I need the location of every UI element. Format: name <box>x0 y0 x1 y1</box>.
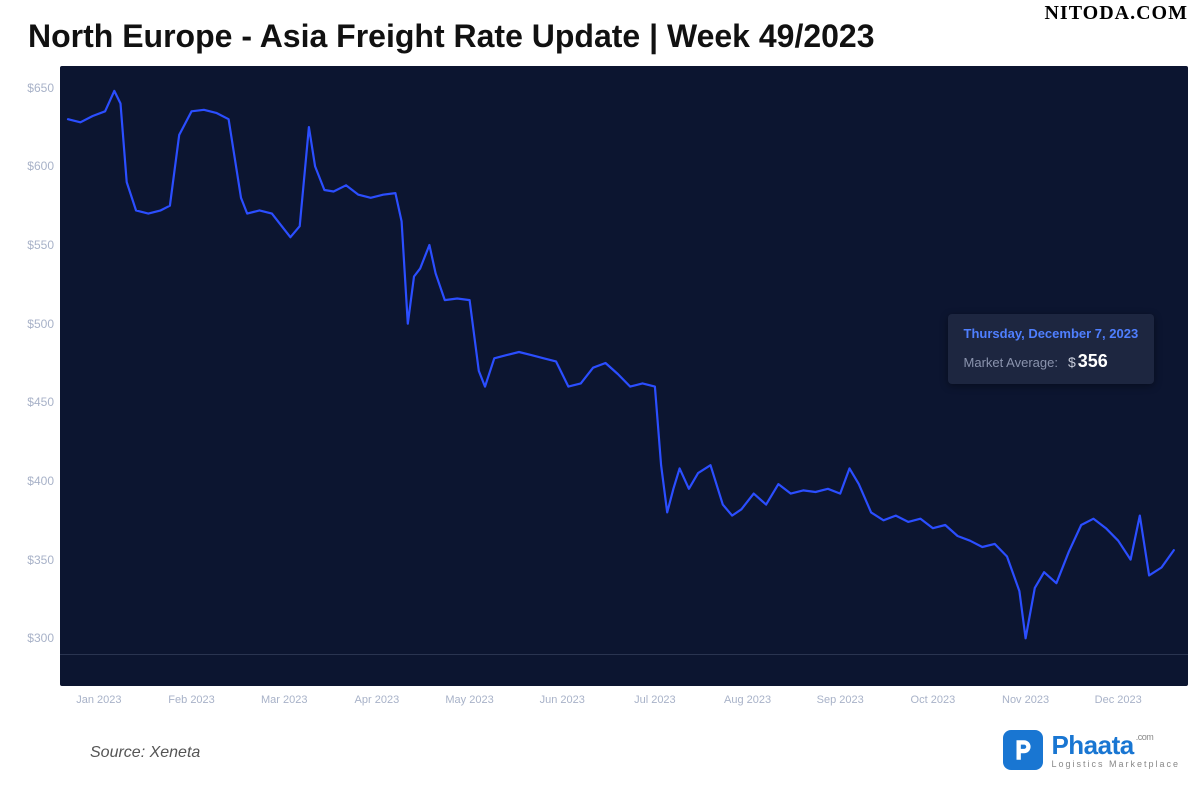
brand-tagline: Logistics Marketplace <box>1051 760 1180 769</box>
x-tick-label: May 2023 <box>445 694 493 706</box>
brand-text: Phaata.com Logistics Marketplace <box>1051 732 1180 769</box>
x-tick-label: Jun 2023 <box>540 694 585 706</box>
page-title: North Europe - Asia Freight Rate Update … <box>28 18 875 55</box>
x-tick-label: Sep 2023 <box>817 694 864 706</box>
brand-logo: Phaata.com Logistics Marketplace <box>1003 730 1180 770</box>
source-label: Source: Xeneta <box>90 744 200 762</box>
chart-plot-area: Thursday, December 7, 2023 Market Averag… <box>60 66 1188 686</box>
tooltip-value: 356 <box>1078 351 1108 371</box>
tooltip-currency: $ <box>1068 354 1076 370</box>
y-tick-label: $500 <box>27 317 54 331</box>
brand-suffix: .com <box>1136 732 1154 742</box>
y-tick-label: $350 <box>27 553 54 567</box>
y-axis: $300 $350 $400 $450 $500 $550 $600 $650 <box>10 66 60 686</box>
chart-container: $300 $350 $400 $450 $500 $550 $600 $650 Thursda… <box>10 66 1190 716</box>
y-tick-label: $650 <box>27 81 54 95</box>
y-tick-label: $400 <box>27 474 54 488</box>
x-tick-label: Feb 2023 <box>168 694 214 706</box>
x-tick-label: Jan 2023 <box>76 694 121 706</box>
tooltip-value-row: Market Average: $356 <box>964 351 1139 372</box>
brand-badge-icon <box>1003 730 1043 770</box>
x-tick-label: Jul 2023 <box>634 694 676 706</box>
chart-tooltip: Thursday, December 7, 2023 Market Averag… <box>948 314 1155 384</box>
y-tick-label: $550 <box>27 238 54 252</box>
x-axis: Jan 2023 Feb 2023 Mar 2023 Apr 2023 May 2023… <box>60 686 1188 716</box>
x-tick-label: Oct 2023 <box>911 694 956 706</box>
x-tick-label: Dec 2023 <box>1095 694 1142 706</box>
x-tick-label: Mar 2023 <box>261 694 307 706</box>
x-tick-label: Apr 2023 <box>355 694 400 706</box>
y-tick-label: $450 <box>27 395 54 409</box>
y-tick-label: $300 <box>27 631 54 645</box>
x-tick-label: Nov 2023 <box>1002 694 1049 706</box>
x-tick-label: Aug 2023 <box>724 694 771 706</box>
watermark-text: NITODA.COM <box>1044 2 1188 25</box>
x-axis-line <box>60 654 1188 655</box>
tooltip-label: Market Average: <box>964 355 1058 370</box>
tooltip-date: Thursday, December 7, 2023 <box>964 326 1139 341</box>
y-tick-label: $600 <box>27 159 54 173</box>
brand-name-text: Phaata <box>1051 730 1133 760</box>
